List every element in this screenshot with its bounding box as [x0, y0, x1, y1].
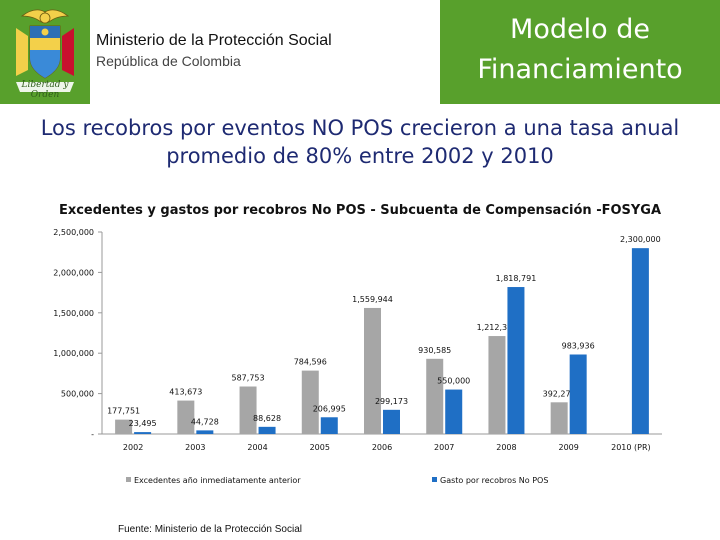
- chart-title: Excedentes y gastos por recobros No POS …: [59, 203, 661, 218]
- bar-gasto-2004: [258, 426, 276, 434]
- bar-gasto-2002: [134, 432, 152, 434]
- x-tick-label: 2003: [185, 443, 205, 452]
- y-tick-label: 1,500,000: [53, 309, 94, 318]
- slide-headline: Los recobros por eventos NO POS creciero…: [0, 114, 720, 170]
- section-title: Modelo de Financiamiento: [440, 10, 720, 90]
- bar-gasto-2007: [445, 389, 463, 434]
- data-label: 23,495: [129, 419, 157, 428]
- legend-label: Gasto por recobros No POS: [440, 476, 548, 485]
- republic-name: República de Colombia: [96, 53, 241, 69]
- section-title-line2: Financiamiento: [477, 54, 683, 85]
- data-label: 2,300,000: [620, 235, 661, 244]
- bar-excedentes-2002: [115, 419, 133, 434]
- y-tick-label: 2,000,000: [53, 268, 94, 277]
- data-label: 44,728: [191, 417, 219, 426]
- y-tick-label: 2,500,000: [53, 228, 94, 237]
- data-label: 177,751: [107, 407, 140, 416]
- bar-excedentes-2004: [239, 386, 257, 434]
- bar-excedentes-2006: [364, 307, 381, 434]
- source-note: Fuente: Ministerio de la Protección Soci…: [118, 524, 302, 535]
- x-tick-label: 2008: [496, 443, 516, 452]
- ministry-name: Ministerio de la Protección Social: [96, 32, 332, 49]
- bar-gasto-2008: [507, 287, 525, 434]
- bar-gasto-2010: [631, 248, 649, 434]
- x-tick-label: 2005: [310, 443, 330, 452]
- data-label: 392,272: [543, 389, 576, 398]
- y-tick-label: 500,000: [61, 390, 94, 399]
- bar-excedentes-2009: [550, 402, 568, 434]
- bar-excedentes-2003: [177, 400, 195, 434]
- legend-swatch: [432, 477, 437, 482]
- section-title-line1: Modelo de: [510, 14, 650, 45]
- data-label: 1,818,791: [496, 274, 537, 283]
- bar-excedentes-2008: [488, 336, 506, 434]
- headline-line2: promedio de 80% entre 2002 y 2010: [166, 144, 554, 168]
- data-label: 88,628: [253, 414, 281, 423]
- x-tick-label: 2006: [372, 443, 392, 452]
- data-label: 1,212,366: [477, 323, 518, 332]
- y-tick-label: 1,000,000: [53, 349, 94, 358]
- data-label: 299,173: [375, 397, 408, 406]
- data-label: 983,936: [562, 341, 595, 350]
- bar-chart: Excedentes y gastos por recobros No POS …: [53, 203, 662, 485]
- data-label: 784,596: [294, 358, 327, 367]
- x-tick-label: 2007: [434, 443, 454, 452]
- legend-label: Excedentes año inmediatamente anterior: [134, 476, 301, 485]
- data-label: 930,585: [418, 346, 451, 355]
- data-label: 1,559,944: [352, 295, 393, 304]
- data-label: 587,753: [232, 374, 265, 383]
- x-tick-label: 2010 (PR): [611, 443, 651, 452]
- bar-gasto-2006: [383, 409, 400, 434]
- data-label: 413,673: [169, 388, 202, 397]
- data-label: 206,995: [313, 404, 346, 413]
- bar-gasto-2003: [196, 430, 214, 434]
- bar-gasto-2005: [320, 417, 338, 434]
- bar-excedentes-2005: [301, 370, 319, 434]
- coat-of-arms-icon: [16, 9, 74, 92]
- emblem-motto: Libertad y Orden: [21, 80, 69, 100]
- x-tick-label: 2004: [247, 443, 267, 452]
- headline-line1: Los recobros por eventos NO POS creciero…: [40, 116, 680, 140]
- y-tick-label: -: [91, 430, 94, 439]
- x-tick-label: 2009: [558, 443, 578, 452]
- section-title-panel: [440, 0, 720, 104]
- legend-swatch: [126, 477, 131, 482]
- bar-excedentes-2007: [426, 358, 444, 434]
- x-tick-label: 2002: [123, 443, 143, 452]
- bar-gasto-2009: [569, 354, 587, 434]
- header-banner: Libertad y Orden Ministerio de la Protec…: [0, 0, 720, 104]
- data-label: 550,000: [437, 377, 470, 386]
